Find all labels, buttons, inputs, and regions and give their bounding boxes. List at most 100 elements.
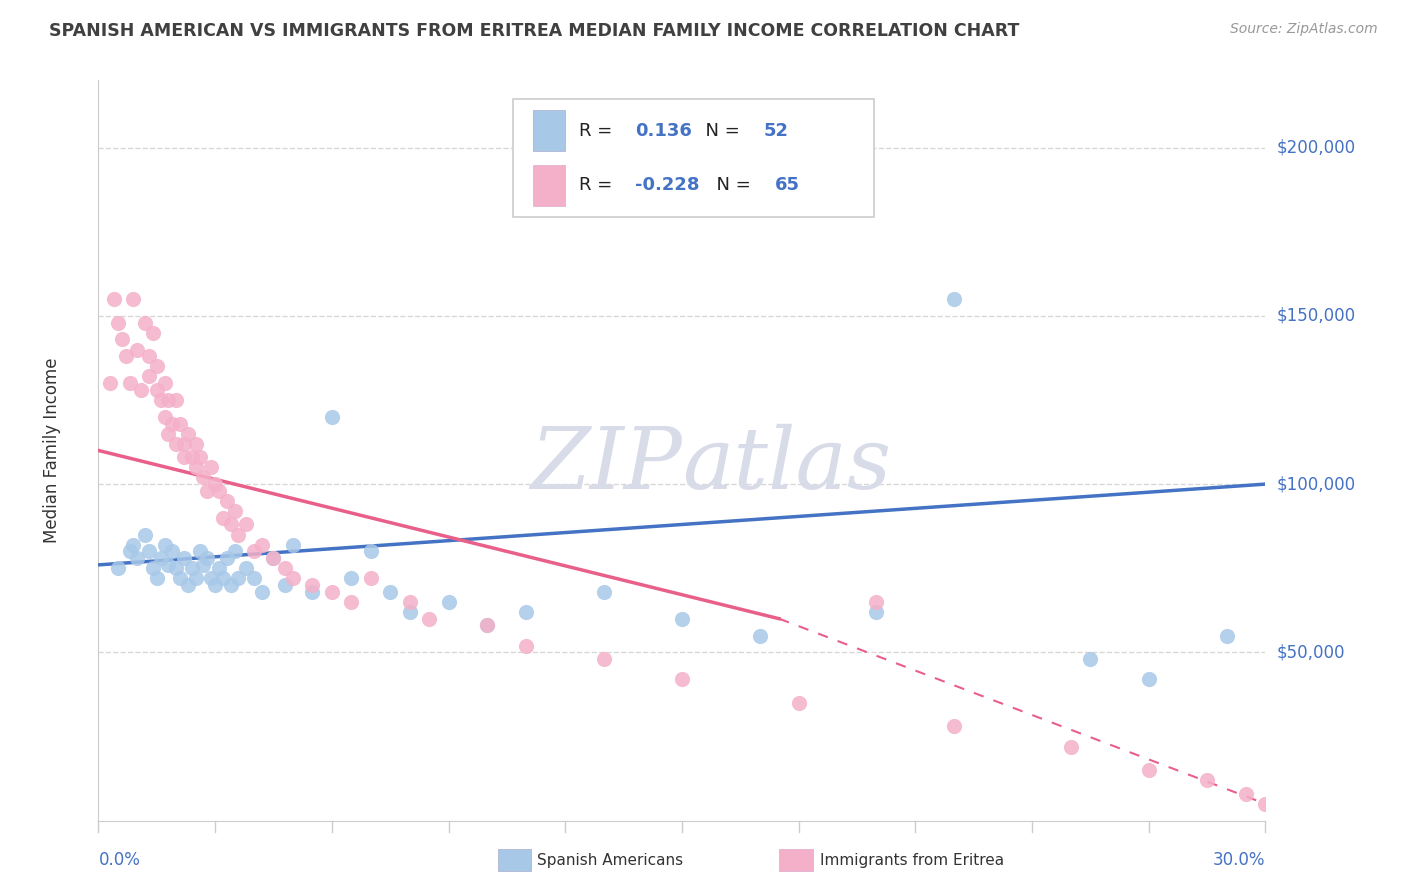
Point	[243, 544, 266, 558]
Point	[360, 571, 382, 585]
Point	[865, 605, 887, 619]
Point	[173, 551, 195, 566]
Point	[281, 571, 304, 585]
Point	[180, 450, 202, 465]
Point	[157, 392, 180, 407]
Point	[204, 578, 226, 592]
Text: 30.0%: 30.0%	[1213, 851, 1265, 869]
Point	[208, 483, 231, 498]
Point	[380, 584, 402, 599]
Point	[250, 584, 273, 599]
Point	[177, 426, 200, 441]
Point	[173, 450, 195, 465]
Point	[340, 571, 363, 585]
Point	[228, 527, 250, 541]
Point	[274, 561, 297, 575]
Point	[1254, 797, 1277, 811]
Text: $100,000: $100,000	[1277, 475, 1355, 493]
Point	[224, 504, 246, 518]
Point	[157, 426, 180, 441]
Point	[418, 612, 440, 626]
Point	[169, 571, 191, 585]
Point	[138, 544, 160, 558]
Point	[477, 618, 499, 632]
Point	[111, 333, 134, 347]
Point	[437, 595, 460, 609]
Point	[219, 517, 242, 532]
Point	[215, 494, 238, 508]
Point	[177, 578, 200, 592]
Text: SPANISH AMERICAN VS IMMIGRANTS FROM ERITREA MEDIAN FAMILY INCOME CORRELATION CHA: SPANISH AMERICAN VS IMMIGRANTS FROM ERIT…	[49, 22, 1019, 40]
Text: 0.136: 0.136	[636, 121, 692, 140]
Text: Immigrants from Eritrea: Immigrants from Eritrea	[820, 854, 1004, 868]
Point	[212, 510, 235, 524]
Point	[107, 561, 129, 575]
Point	[149, 392, 172, 407]
Point	[157, 558, 180, 572]
Text: R =: R =	[579, 121, 619, 140]
Text: N =: N =	[693, 121, 745, 140]
Point	[142, 561, 165, 575]
Text: Source: ZipAtlas.com: Source: ZipAtlas.com	[1230, 22, 1378, 37]
Point	[865, 595, 887, 609]
Point	[180, 561, 202, 575]
Point	[477, 618, 499, 632]
Point	[122, 538, 145, 552]
Point	[593, 584, 616, 599]
Point	[149, 551, 172, 566]
Point	[142, 326, 165, 340]
Point	[193, 470, 215, 484]
Point	[593, 652, 616, 666]
Point	[184, 460, 207, 475]
Point	[398, 595, 420, 609]
Point	[274, 578, 297, 592]
Point	[138, 349, 160, 363]
Point	[162, 417, 184, 431]
Point	[243, 571, 266, 585]
Point	[1060, 739, 1083, 754]
Point	[1137, 763, 1160, 777]
Text: Median Family Income: Median Family Income	[42, 358, 60, 543]
Point	[200, 460, 222, 475]
Text: -0.228: -0.228	[636, 177, 700, 194]
Text: R =: R =	[579, 177, 619, 194]
Point	[114, 349, 136, 363]
FancyBboxPatch shape	[513, 99, 875, 218]
Point	[165, 392, 187, 407]
Point	[107, 316, 129, 330]
Point	[671, 612, 693, 626]
Point	[1234, 787, 1257, 801]
Point	[153, 376, 176, 391]
Text: N =: N =	[706, 177, 756, 194]
Point	[169, 417, 191, 431]
Point	[301, 578, 323, 592]
Point	[193, 558, 215, 572]
Point	[262, 551, 284, 566]
Point	[235, 517, 257, 532]
Point	[321, 409, 343, 424]
Point	[118, 376, 141, 391]
Text: 65: 65	[775, 177, 800, 194]
Point	[235, 561, 257, 575]
Point	[200, 571, 222, 585]
Point	[1195, 773, 1218, 788]
Point	[671, 673, 693, 687]
Point	[165, 561, 187, 575]
Point	[98, 376, 121, 391]
Point	[301, 584, 323, 599]
Text: ZIP: ZIP	[530, 424, 682, 507]
Point	[153, 409, 176, 424]
Point	[134, 527, 156, 541]
Text: 0.0%: 0.0%	[98, 851, 141, 869]
Point	[250, 538, 273, 552]
Point	[146, 359, 169, 374]
Point	[228, 571, 250, 585]
Point	[204, 477, 226, 491]
Point	[515, 639, 537, 653]
Point	[208, 561, 231, 575]
Text: $200,000: $200,000	[1277, 138, 1355, 157]
Point	[262, 551, 284, 566]
Point	[787, 696, 810, 710]
Point	[1215, 628, 1237, 642]
Point	[212, 571, 235, 585]
